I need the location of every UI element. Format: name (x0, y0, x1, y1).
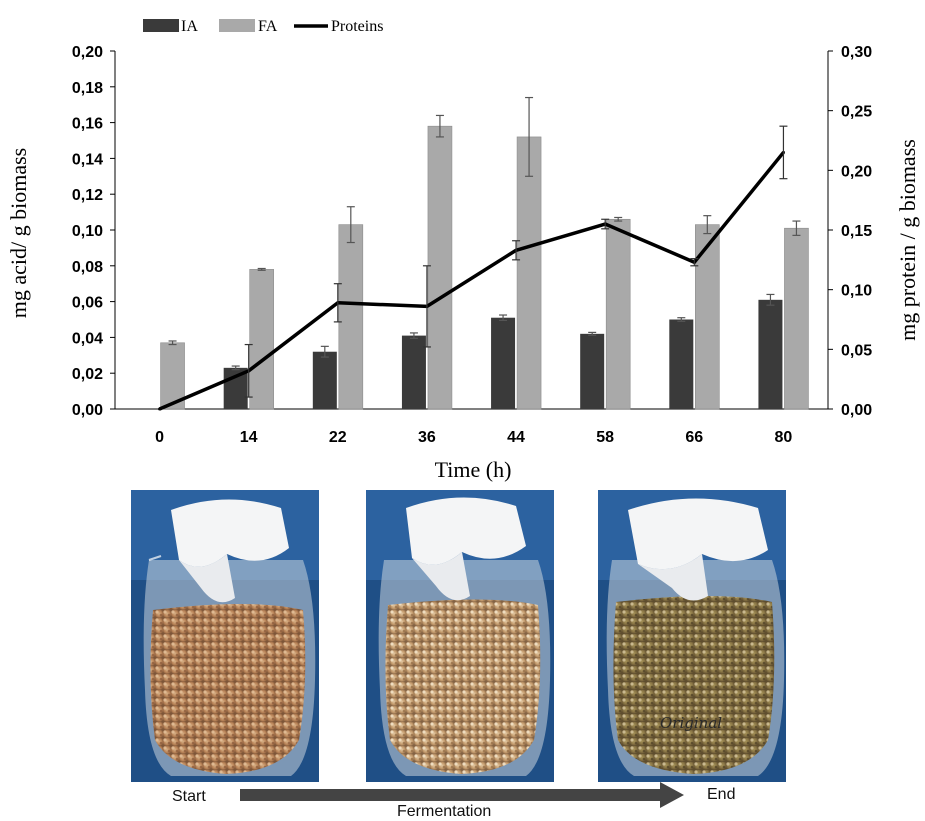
y-tick-label-left: 0,08 (72, 259, 103, 276)
bar-fa (695, 224, 720, 410)
bar-fa (605, 218, 631, 410)
bar-fa (160, 342, 185, 410)
bar-ia (758, 299, 783, 409)
svg-text:Original: Original (660, 714, 722, 732)
y-tick-label-left: 0,10 (72, 223, 103, 240)
y-tick-label-right: 0,20 (841, 163, 872, 180)
y-tick-label-left: 0,14 (72, 151, 103, 168)
bar-ia (491, 317, 516, 409)
bar-ia (401, 335, 426, 409)
bar-ia (580, 333, 605, 409)
x-tick-label: 36 (418, 429, 436, 446)
fermentation-label: Fermentation (397, 803, 492, 820)
jar-photo-middle (366, 490, 554, 782)
x-axis-label: Time (h) (435, 457, 512, 482)
x-tick-label: 80 (775, 429, 793, 446)
legend: IA FA Proteins (143, 18, 383, 35)
end-label: End (707, 786, 736, 803)
x-tick-label: 22 (329, 429, 347, 446)
y-tick-label-left: 0,20 (72, 44, 103, 61)
y-tick-label-right: 0,05 (841, 342, 872, 359)
legend-swatch-fa (219, 19, 255, 32)
y-tick-label-right: 0,30 (841, 44, 872, 61)
legend-label-fa: FA (258, 18, 278, 35)
axes: 0,00 0,02 0,04 0,06 0,08 0,10 0,12 0,14 0,16 0,18… (72, 44, 872, 446)
y-tick-label-right: 0,25 (841, 104, 872, 121)
x-tick-label: 14 (240, 429, 258, 446)
x-tick-label: 44 (507, 429, 525, 446)
legend-swatch-ia (143, 19, 179, 32)
bars (160, 96, 809, 410)
bar-fa (338, 224, 364, 410)
proteins-line (158, 151, 785, 411)
y-axis-label-right: mg protein / g biomass (895, 139, 920, 341)
bar-fa (784, 227, 809, 410)
proteins-line-layer (158, 125, 788, 411)
y-tick-label-left: 0,18 (72, 80, 103, 97)
bar-fa (249, 269, 274, 410)
y-tick-label-right: 0,00 (841, 402, 872, 419)
jar-label-handwriting: Original (660, 714, 722, 732)
x-tick-label: 66 (685, 429, 703, 446)
y-tick-label-left: 0,04 (72, 330, 103, 347)
bar-fa (427, 125, 453, 410)
legend-label-proteins: Proteins (331, 18, 383, 35)
proteins-point (158, 407, 162, 411)
bar-ia (669, 319, 694, 409)
x-tick-label: 0 (155, 429, 164, 446)
fermentation-arrow (240, 782, 684, 808)
chart: IA FA Proteins 0,000,020,040,060,080,100… (6, 18, 920, 482)
y-tick-label-left: 0,16 (72, 116, 103, 133)
jar-photo-start (131, 490, 319, 782)
y-tick-label-right: 0,15 (841, 223, 872, 240)
y-tick-label-left: 0,12 (72, 187, 103, 204)
y-tick-label-right: 0,10 (841, 283, 872, 300)
start-label: Start (172, 788, 206, 805)
bar-ia (312, 351, 337, 409)
x-tick-label: 58 (596, 429, 614, 446)
y-tick-label-left: 0,02 (72, 366, 103, 383)
y-tick-label-left: 0,06 (72, 295, 103, 312)
legend-label-ia: IA (181, 18, 198, 35)
y-axis-label-left: mg acid/ g biomass (6, 148, 31, 318)
y-tick-label-left: 0,00 (72, 402, 103, 419)
jar-photo-end: Original (598, 490, 786, 782)
bar-fa (516, 136, 542, 410)
